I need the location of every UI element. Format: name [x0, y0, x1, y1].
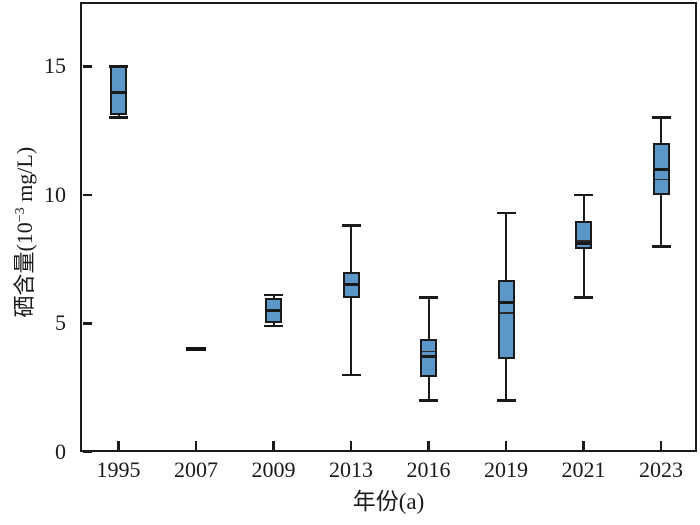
median-line-2019 [497, 301, 515, 305]
box-2019 [497, 279, 515, 360]
x-axis-tick-label: 1995 [96, 457, 141, 482]
whisker-cap-high-2016 [419, 296, 438, 299]
x-axis-tick [194, 440, 198, 450]
x-axis-tick-label: 2021 [561, 457, 606, 482]
whisker-cap-low-1995 [109, 116, 128, 119]
x-axis-tick-label: 2009 [251, 457, 296, 482]
median-line-2016 [420, 355, 437, 359]
whisker-cap-low-2009 [264, 324, 283, 328]
x-axis-title: 年份(a) [352, 489, 425, 514]
whisker-cap-high-2021 [574, 193, 593, 197]
y-axis-title-prefix: 硒含量(10 [12, 222, 38, 318]
whisker-cap-high-2013 [341, 224, 361, 227]
x-axis-tick-label: 2016 [406, 457, 451, 482]
mean-line-2021 [577, 240, 590, 242]
y-axis-tick-label: 15 [44, 53, 66, 79]
x-axis-tick [117, 440, 120, 450]
median-line-2021 [575, 242, 592, 246]
y-axis-tick [82, 450, 92, 454]
y-axis-tick-label: 0 [55, 439, 66, 464]
whisker-cap-low-2023 [651, 245, 671, 248]
median-line-2013 [342, 283, 360, 287]
whisker-cap-high-2009 [264, 293, 283, 297]
whisker-cap-low-2013 [341, 373, 361, 377]
y-axis-tick [82, 322, 92, 325]
plot-area-frame [80, 2, 697, 452]
x-axis-tick-label: 2007 [174, 457, 218, 482]
whisker-cap-low-2019 [496, 399, 516, 402]
median-line-2023 [652, 167, 670, 171]
x-axis-tick [659, 440, 663, 450]
y-axis-tick [82, 193, 92, 197]
x-axis-tick-label: 2019 [484, 457, 528, 482]
mean-line-2019 [499, 312, 513, 314]
x-axis-tick [504, 440, 508, 450]
median-line-2009 [265, 309, 282, 313]
x-axis-tick [349, 440, 353, 450]
median-line-1995 [110, 90, 127, 94]
x-axis-tick-label: 2023 [639, 457, 683, 482]
x-axis-tick [427, 440, 430, 450]
whisker-cap-low-2021 [574, 296, 593, 299]
y-axis-tick [82, 65, 92, 68]
whisker-line-2013 [350, 225, 352, 375]
whisker-cap-high-2019 [496, 211, 516, 215]
single-value-dash-2007 [186, 347, 206, 352]
x-axis-tick-label: 2013 [329, 457, 373, 482]
mean-line-2016 [422, 350, 435, 353]
whisker-cap-high-2023 [651, 116, 671, 119]
y-axis-title-exponent: −3 [12, 207, 28, 223]
y-axis-tick-label: 10 [44, 181, 66, 207]
x-axis-tick [582, 440, 585, 450]
mean-line-2023 [654, 178, 668, 181]
y-axis-tick-label: 5 [55, 310, 66, 336]
whisker-cap-low-2016 [419, 399, 438, 402]
x-axis-tick [272, 440, 275, 450]
